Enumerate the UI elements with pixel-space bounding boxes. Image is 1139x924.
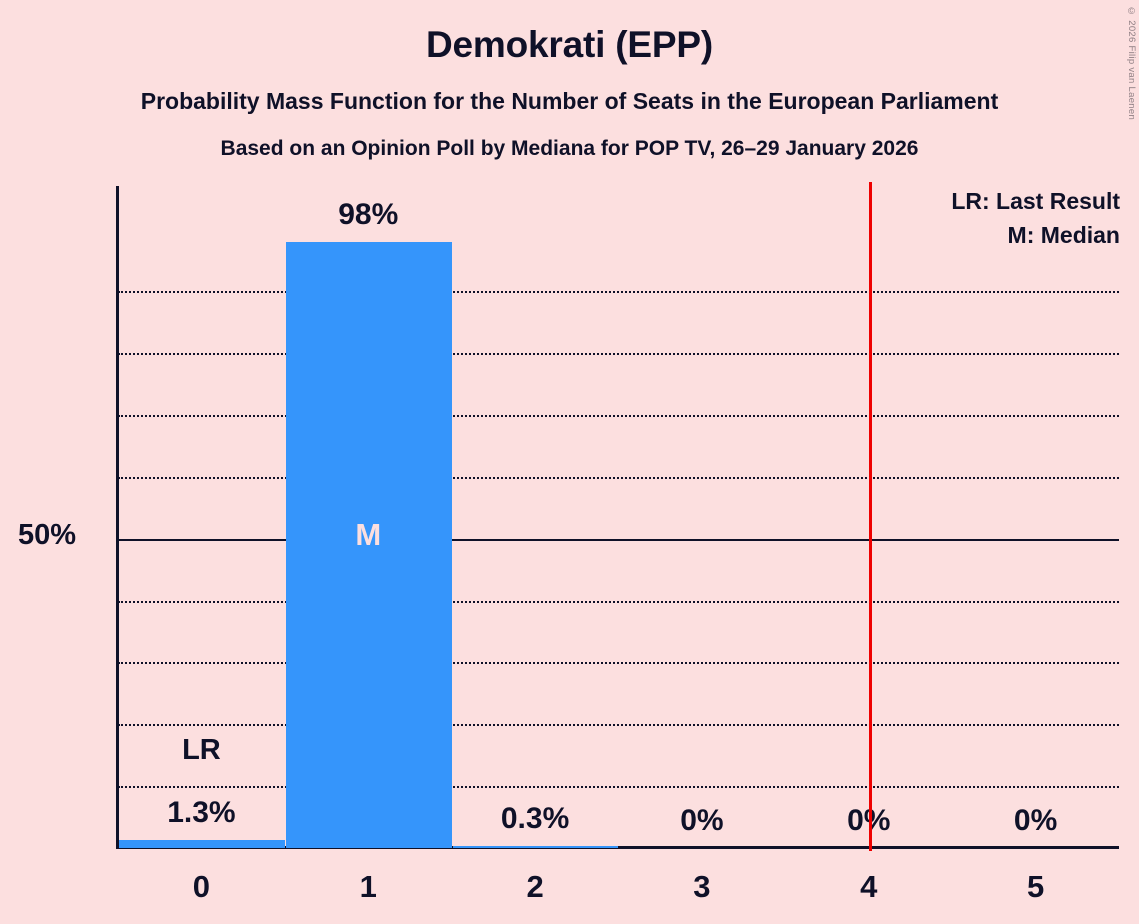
gridline: [118, 724, 1119, 727]
x-axis-tick-label-0: 0: [192, 869, 211, 904]
gridline: [118, 476, 1119, 479]
bar-value-label-3: 0%: [680, 804, 724, 837]
bar-value-label-0: 1.3%: [167, 795, 236, 829]
gridline: [118, 291, 1119, 294]
chart-subtitle-primary: Probability Mass Function for the Number…: [140, 88, 999, 114]
bar-seats-0: [119, 839, 285, 848]
legend-item-last-result: LR: Last Result: [951, 188, 1120, 214]
y-axis-tick-label: 50%: [17, 518, 76, 551]
chart-subtitle-source: Based on an Opinion Poll by Mediana for …: [220, 137, 919, 160]
x-axis-tick-label-4: 4: [860, 869, 878, 904]
copyright-notice: © 2026 Filip van Laenen: [1126, 6, 1137, 121]
last-result-marker: LR: [182, 733, 221, 766]
y-axis-line: [116, 186, 119, 849]
gridline: [118, 786, 1119, 789]
bar-value-label-1: 98%: [338, 197, 399, 231]
gridline: [118, 414, 1119, 417]
last-result-reference-line: [868, 182, 872, 851]
bar-seats-1: [285, 241, 452, 848]
x-axis-tick-label-3: 3: [693, 869, 711, 904]
gridline-50-percent: [118, 538, 1119, 541]
bar-value-label-5: 0%: [1013, 804, 1058, 837]
bar-value-label-2: 0.3%: [500, 802, 570, 836]
gridline: [118, 600, 1119, 603]
gridline: [118, 353, 1119, 356]
x-axis-tick-label-2: 2: [526, 869, 544, 904]
median-marker: M: [355, 516, 382, 552]
plot-area: [118, 186, 1119, 848]
chart-legend: LR: Last Result M: Median: [951, 184, 1120, 252]
bar-seats-2: [452, 846, 619, 848]
chart-title: Demokrati (EPP): [426, 24, 713, 65]
legend-item-median: M: Median: [1007, 222, 1120, 248]
bar-value-label-4: 0%: [785, 804, 952, 838]
x-axis-tick-label-5: 5: [1026, 869, 1045, 904]
gridline: [118, 662, 1119, 665]
x-axis-tick-label-1: 1: [359, 869, 377, 904]
